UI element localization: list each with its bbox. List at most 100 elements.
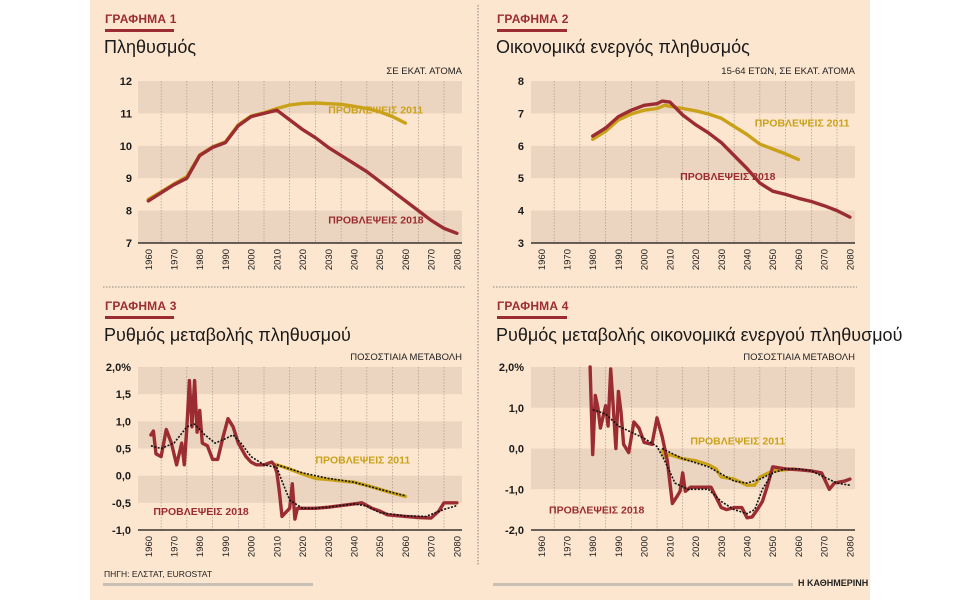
x-tick-label: 1970 bbox=[563, 249, 574, 270]
series-label-2018: ΠΡΟΒΛΕΨΕΙΣ 2018 bbox=[549, 505, 644, 517]
y-tick-label: 1,0 bbox=[509, 403, 524, 415]
footer-rule-right bbox=[493, 583, 793, 586]
y-tick-label: 7 bbox=[126, 238, 132, 250]
series-line-2018 bbox=[591, 99, 852, 219]
x-tick-label: 2080 bbox=[845, 249, 856, 270]
chart-1: 12 11 10 9 8 7 1960 1970 1980 1990 2000 2010 2020 203… bbox=[120, 76, 464, 270]
series-label-2011: ΠΡΟΒΛΕΨΕΙΣ 2011 bbox=[690, 435, 785, 447]
chart-1-label: ΓΡΑΦΗΜΑ 1 bbox=[105, 12, 177, 26]
chart-4: 2,0% 1,0 0,0 -1,0 -2,0 1960 1970 1980 1990 2000 20… bbox=[499, 362, 856, 557]
grid-band bbox=[531, 367, 855, 408]
chart-3-unit: ΠΟΣΟΣΤΙΑΙΑ ΜΕΤΑΒΟΛΗ bbox=[350, 352, 462, 363]
x-tick-label: 2060 bbox=[794, 536, 805, 557]
x-tick-label: 2060 bbox=[401, 249, 412, 270]
y-tick-label: 1,0 bbox=[116, 416, 131, 428]
series-label-2018: ΠΡΟΒΛΕΨΕΙΣ 2018 bbox=[680, 171, 775, 183]
source-note: ΠΗΓΗ: ΕΛΣΤΑΤ, EUROSTAT bbox=[104, 569, 213, 579]
chart-3-label: ΓΡΑΦΗΜΑ 3 bbox=[105, 299, 177, 313]
chart-2-title: Οικονομικά ενεργός πληθυσμός bbox=[496, 37, 750, 57]
series-line-2018 bbox=[146, 108, 459, 235]
y-tick-label: 2,0% bbox=[499, 362, 524, 374]
chart-2-label: ΓΡΑΦΗΜΑ 2 bbox=[497, 12, 569, 26]
x-tick-label: 2050 bbox=[768, 536, 779, 557]
x-tick-label: 1990 bbox=[221, 536, 232, 557]
x-tick-label: 2060 bbox=[794, 249, 805, 270]
x-tick-label: 2000 bbox=[247, 249, 258, 270]
trend-line bbox=[150, 423, 458, 518]
chart-4-label: ΓΡΑΦΗΜΑ 4 bbox=[497, 299, 569, 313]
x-tick-label: 2020 bbox=[298, 249, 309, 270]
y-tick-label: 10 bbox=[120, 141, 132, 153]
y-tick-label: 8 bbox=[518, 76, 524, 88]
trend-line bbox=[592, 409, 851, 515]
y-tick-label: 4 bbox=[518, 206, 525, 218]
series-label-2011: ΠΡΟΒΛΕΨΕΙΣ 2011 bbox=[315, 455, 410, 467]
series-label-2011: ΠΡΟΒΛΕΨΕΙΣ 2011 bbox=[755, 117, 850, 129]
chart-3-title: Ρυθμός μεταβολής πληθυσμού bbox=[104, 325, 351, 345]
x-tick-label: 2080 bbox=[452, 536, 463, 557]
trend-line bbox=[661, 447, 774, 484]
x-tick-label: 2010 bbox=[665, 536, 676, 557]
y-tick-label: 11 bbox=[120, 108, 132, 120]
x-tick-label: 2020 bbox=[691, 536, 702, 557]
x-tick-label: 2030 bbox=[717, 249, 728, 270]
x-tick-label: 1990 bbox=[614, 536, 625, 557]
x-tick-label: 2040 bbox=[350, 249, 361, 270]
grid-band bbox=[138, 475, 462, 503]
x-tick-label: 2050 bbox=[768, 249, 779, 270]
chart-1-label-underline bbox=[105, 29, 174, 32]
x-tick-label: 2040 bbox=[350, 536, 361, 557]
y-tick-label: 0,0 bbox=[509, 444, 524, 456]
y-tick-label: 2,0% bbox=[106, 362, 131, 374]
y-tick-label: 7 bbox=[518, 108, 524, 120]
x-tick-label: 1980 bbox=[195, 249, 206, 270]
x-tick-label: 2010 bbox=[272, 249, 283, 270]
x-tick-label: 1960 bbox=[144, 536, 155, 557]
y-tick-label: 8 bbox=[126, 206, 132, 218]
y-tick-label: 5 bbox=[518, 173, 524, 185]
chart-1-title: Πληθυσμός bbox=[104, 37, 197, 57]
series-label-2011: ΠΡΟΒΛΕΨΕΙΣ 2011 bbox=[328, 104, 423, 116]
y-tick-label: -1,0 bbox=[112, 525, 131, 537]
chart-2-unit: 15-64 ΕΤΩΝ, ΣΕ ΕΚΑΤ. ΑΤΟΜΑ bbox=[721, 66, 855, 77]
x-tick-label: 2010 bbox=[665, 249, 676, 270]
x-tick-label: 2020 bbox=[691, 249, 702, 270]
x-tick-label: 2000 bbox=[640, 249, 651, 270]
grid-band bbox=[531, 81, 855, 114]
x-tick-label: 2000 bbox=[640, 536, 651, 557]
trend-line bbox=[276, 464, 406, 497]
x-tick-label: 2030 bbox=[324, 249, 335, 270]
x-tick-label: 1990 bbox=[614, 249, 625, 270]
x-tick-label: 2000 bbox=[247, 536, 258, 557]
series-line-2011 bbox=[591, 103, 801, 162]
chart-2: 8 7 6 5 4 3 1960 1970 1980 1990 2000 2010 2020 2030 20… bbox=[518, 76, 856, 270]
x-tick-label: 1960 bbox=[537, 249, 548, 270]
x-tick-label: 2020 bbox=[298, 536, 309, 557]
grid-band bbox=[138, 145, 462, 179]
footer-rule-left bbox=[103, 583, 313, 586]
series-line-2018 bbox=[149, 378, 459, 521]
x-tick-label: 1980 bbox=[588, 536, 599, 557]
chart-1-unit: ΣΕ ΕΚΑΤ. ΑΤΟΜΑ bbox=[386, 66, 462, 77]
x-tick-label: 2070 bbox=[427, 536, 438, 557]
x-tick-label: 1970 bbox=[170, 536, 181, 557]
grid-band bbox=[138, 81, 462, 114]
x-tick-label: 2070 bbox=[820, 536, 831, 557]
x-tick-label: 1960 bbox=[144, 249, 155, 270]
grid-band bbox=[531, 210, 855, 243]
x-tick-label: 2010 bbox=[272, 536, 283, 557]
x-tick-label: 2030 bbox=[717, 536, 728, 557]
x-tick-label: 2070 bbox=[820, 249, 831, 270]
y-tick-label: -0,5 bbox=[112, 498, 131, 510]
y-tick-label: 9 bbox=[126, 173, 132, 185]
chart-3: 2,0% 1,5 1,0 0,5 0,0 -0,5 -1,0 1960 1970 1980 1990… bbox=[106, 362, 463, 557]
x-tick-label: 2050 bbox=[375, 536, 386, 557]
x-tick-label: 2080 bbox=[845, 536, 856, 557]
y-tick-label: -1,0 bbox=[505, 484, 524, 496]
publisher-brand: Η ΚΑΘΗΜΕΡΙΝΗ bbox=[798, 578, 869, 588]
y-tick-label: 0,0 bbox=[116, 471, 131, 483]
chart-4-unit: ΠΟΣΟΣΤΙΑΙΑ ΜΕΤΑΒΟΛΗ bbox=[743, 352, 855, 363]
grid-band bbox=[138, 210, 462, 243]
